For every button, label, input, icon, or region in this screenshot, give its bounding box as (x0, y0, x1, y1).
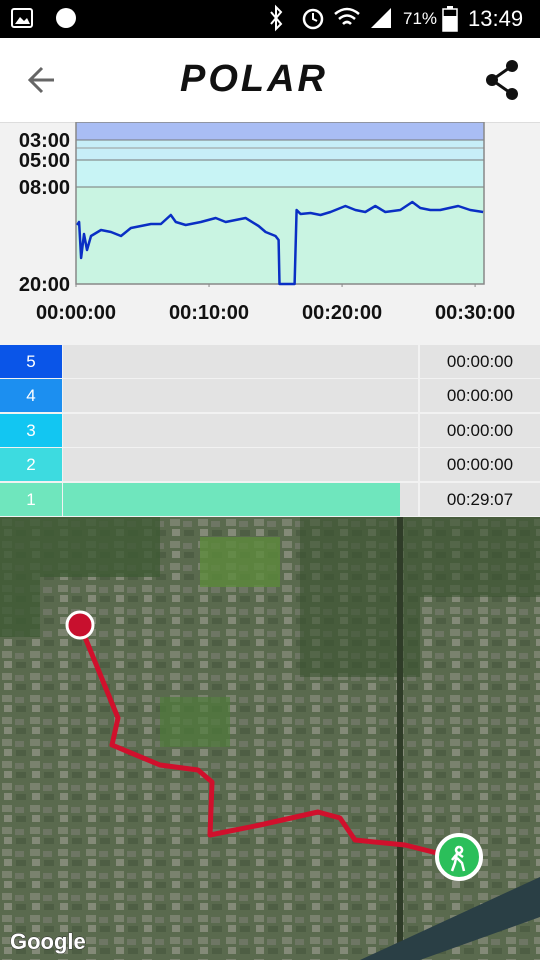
x-tick-label: 00:30:00 (435, 302, 515, 324)
battery-level: 71% (403, 9, 438, 28)
route-map: Google (0, 517, 540, 960)
zone-number: 1 (0, 482, 62, 516)
zone-bar (63, 482, 401, 516)
zone-track (63, 413, 418, 447)
status-bar: 71% 13:49 (0, 0, 540, 38)
zone-row: 4 00:00:00 (0, 379, 540, 413)
system-icons (270, 4, 391, 32)
zone-time: 00:00:00 (420, 345, 540, 378)
zone-number: 4 (0, 379, 62, 413)
zone-track (63, 345, 418, 378)
start-marker[interactable] (65, 610, 95, 640)
x-tick-label: 00:20:00 (302, 302, 382, 324)
zone-row: 3 00:00:00 (0, 413, 540, 447)
y-tick-label: 20:00 (19, 274, 70, 296)
field (200, 537, 280, 587)
zone-row: 5 00:00:00 (0, 345, 540, 378)
y-tick-label: 08:00 (19, 177, 70, 199)
map-attribution: Google (10, 929, 86, 954)
app-bar: POLAR (0, 38, 540, 123)
walk-icon (450, 845, 466, 872)
zone-number: 2 (0, 448, 62, 482)
clock: 13:49 (468, 6, 524, 31)
river (360, 877, 540, 960)
share-button[interactable] (474, 50, 534, 110)
zone-number: 5 (0, 345, 62, 378)
zone-time: 00:29:07 (420, 482, 540, 516)
zone-track (63, 448, 418, 482)
field (160, 697, 230, 747)
notification-icons (11, 8, 76, 28)
field (300, 517, 540, 677)
zone-number: 3 (0, 413, 62, 447)
x-tick-label: 00:00:00 (36, 302, 116, 324)
battery-icon (442, 6, 458, 32)
pace-line (76, 200, 484, 286)
polar-logo: POLAR (180, 58, 328, 100)
y-tick-label: 05:00 (19, 150, 70, 172)
x-tick-label: 00:10:00 (169, 302, 249, 324)
zone-time: 00:00:00 (420, 448, 540, 482)
end-marker[interactable] (435, 833, 483, 881)
field (0, 517, 160, 637)
zone-time: 00:00:00 (420, 379, 540, 413)
zone-time: 00:00:00 (420, 413, 540, 447)
zone-track (63, 482, 418, 516)
zone-row: 1 00:29:07 (0, 482, 540, 516)
zone-track (63, 379, 418, 413)
pace-band (76, 140, 484, 160)
route (77, 624, 446, 858)
pace-band (76, 122, 484, 140)
y-tick-label: 03:00 (19, 130, 70, 152)
pace-band (76, 160, 484, 187)
zone-row: 2 00:00:00 (0, 448, 540, 482)
back-button[interactable] (12, 50, 72, 110)
